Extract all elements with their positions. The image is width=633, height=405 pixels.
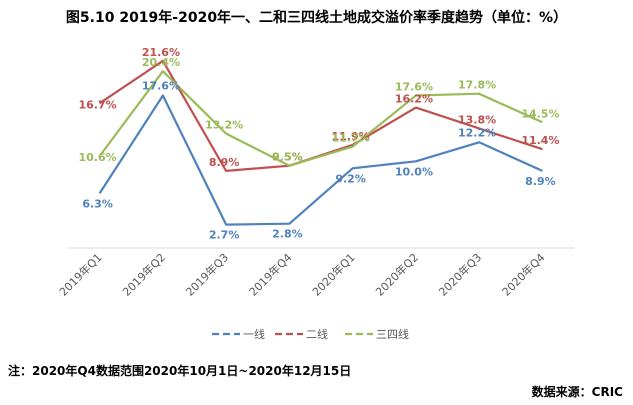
x-tick-label: 2020年Q2 — [372, 250, 421, 299]
chart-title: 图5.10 2019年-2020年一、二和三四线土地成交溢价率季度趋势（单位：%… — [65, 10, 568, 26]
footnote: 注：2020年Q4数据范围2020年10月1日~2020年12月15日 — [8, 364, 352, 378]
data-label: 8.9% — [525, 175, 556, 188]
series-line-1 — [98, 94, 543, 226]
data-label: 17.6% — [395, 81, 433, 94]
x-tick-label: 2019年Q2 — [119, 250, 168, 299]
data-label: 11.4% — [521, 134, 559, 147]
data-label: 2.8% — [272, 228, 303, 241]
x-tick-label: 2020年Q1 — [309, 250, 358, 299]
x-tick-label: 2019年Q1 — [56, 250, 105, 299]
data-label: 16.7% — [79, 98, 117, 111]
legend-label: 一线 — [243, 327, 265, 341]
x-tick-label: 2020年Q3 — [436, 250, 485, 299]
data-label: 16.2% — [395, 93, 433, 106]
x-tick-label: 2019年Q4 — [246, 250, 295, 299]
data-label: 9.2% — [335, 172, 366, 185]
data-labels: 6.3% 17.6% 2.7% 2.8% 9.2% 10.0% 12.2% 8.9% 16.7%… — [79, 46, 560, 242]
data-label: 13.2% — [205, 119, 243, 132]
data-label: 13.8% — [458, 113, 496, 126]
data-label: 21.6% — [142, 46, 180, 59]
legend-label: 三四线 — [376, 327, 409, 341]
legend-label: 二线 — [306, 327, 328, 341]
data-label: 10.6% — [79, 151, 117, 164]
data-label: 9.5% — [272, 151, 303, 164]
series-line-3 — [98, 70, 543, 167]
x-tick-label: 2019年Q3 — [183, 250, 232, 299]
data-label: 17.8% — [458, 79, 496, 92]
legend: 一线 二线 三四线 — [212, 327, 409, 341]
data-source: 数据来源：CRIC — [531, 385, 623, 399]
data-label: 14.5% — [521, 107, 559, 120]
x-tick-label: 2020年Q4 — [499, 250, 548, 299]
data-label: 9.5% — [272, 151, 303, 164]
data-label: 20.4% — [142, 56, 180, 69]
data-label: 17.6% — [142, 80, 180, 93]
data-label: 6.3% — [82, 197, 113, 210]
data-label: 8.9% — [209, 156, 240, 169]
data-label: 11.9% — [332, 130, 370, 143]
data-label: 11.7% — [332, 132, 370, 145]
data-label: 2.7% — [209, 229, 240, 242]
x-tick-labels: 2019年Q1 2019年Q2 2019年Q3 2019年Q4 2020年Q1 2020年… — [56, 250, 547, 299]
series-lines — [98, 59, 543, 226]
data-label: 12.2% — [458, 126, 496, 139]
data-label: 10.0% — [395, 165, 433, 178]
